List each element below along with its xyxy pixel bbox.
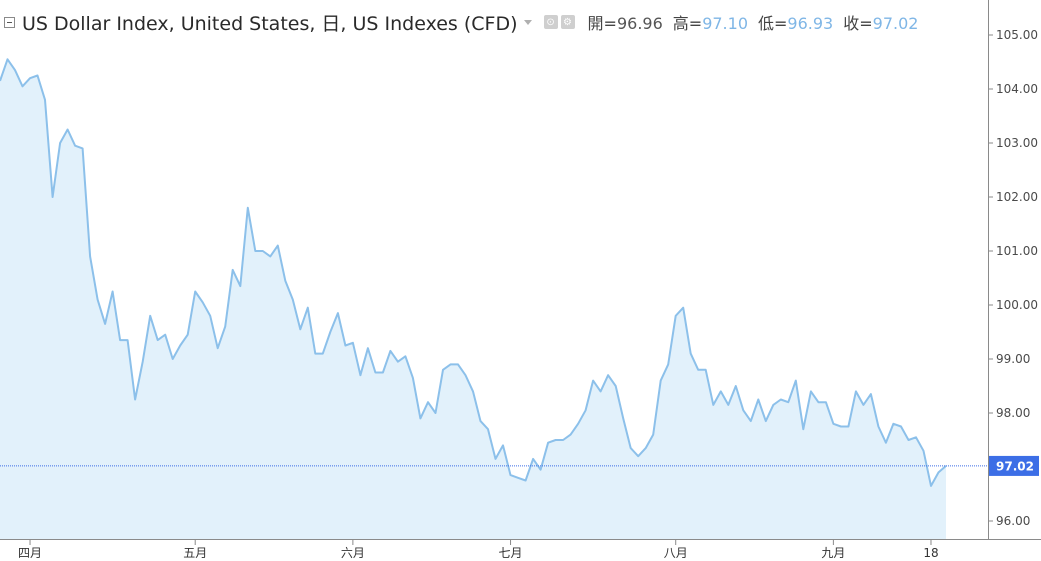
- symbol-title[interactable]: US Dollar Index, United States, 日, US In…: [22, 12, 518, 35]
- x-tick-label: 五月: [183, 546, 207, 560]
- collapse-icon[interactable]: [4, 16, 15, 28]
- y-tick-label: 103.00: [996, 136, 1038, 150]
- y-tick-label: 104.00: [996, 82, 1038, 96]
- chart-legend: US Dollar Index, United States, 日, US In…: [4, 9, 918, 35]
- eye-icon[interactable]: ⊙: [543, 15, 558, 29]
- x-tick-label: 九月: [821, 546, 845, 560]
- gear-icon[interactable]: ⚙: [560, 15, 575, 29]
- x-tick-label: 18: [923, 546, 938, 560]
- chevron-down-icon[interactable]: [523, 19, 532, 25]
- x-tick-label: 八月: [664, 546, 688, 560]
- y-tick-label: 96.00: [996, 514, 1030, 528]
- ohlc-close: 收=97.02: [843, 14, 919, 33]
- time-axis[interactable]: 四月 五月 六月 七月 八月 九月 18: [18, 540, 939, 560]
- price-axis[interactable]: 96.0097.0098.0099.00100.00101.00102.0010…: [988, 28, 1038, 528]
- y-tick-label: 102.00: [996, 190, 1038, 204]
- ohlc-high: 高=97.10: [672, 14, 748, 33]
- price-area: [0, 59, 946, 540]
- ohlc-open: 開=96.96: [587, 14, 663, 33]
- x-tick-label: 七月: [499, 546, 523, 560]
- y-tick-label: 105.00: [996, 28, 1038, 42]
- y-tick-label: 99.00: [996, 352, 1030, 366]
- y-tick-label: 101.00: [996, 244, 1038, 258]
- y-tick-label: 100.00: [996, 298, 1038, 312]
- x-tick-label: 四月: [18, 546, 42, 560]
- y-tick-label: 98.00: [996, 406, 1030, 420]
- price-line: [0, 58, 947, 487]
- x-tick-label: 六月: [341, 546, 365, 560]
- last-value-badge-bg: [989, 455, 1039, 476]
- last-value-badge: 97.02: [989, 455, 1039, 476]
- ohlc-low: 低=96.93: [758, 14, 834, 33]
- last-value-label: 97.02: [996, 459, 1034, 473]
